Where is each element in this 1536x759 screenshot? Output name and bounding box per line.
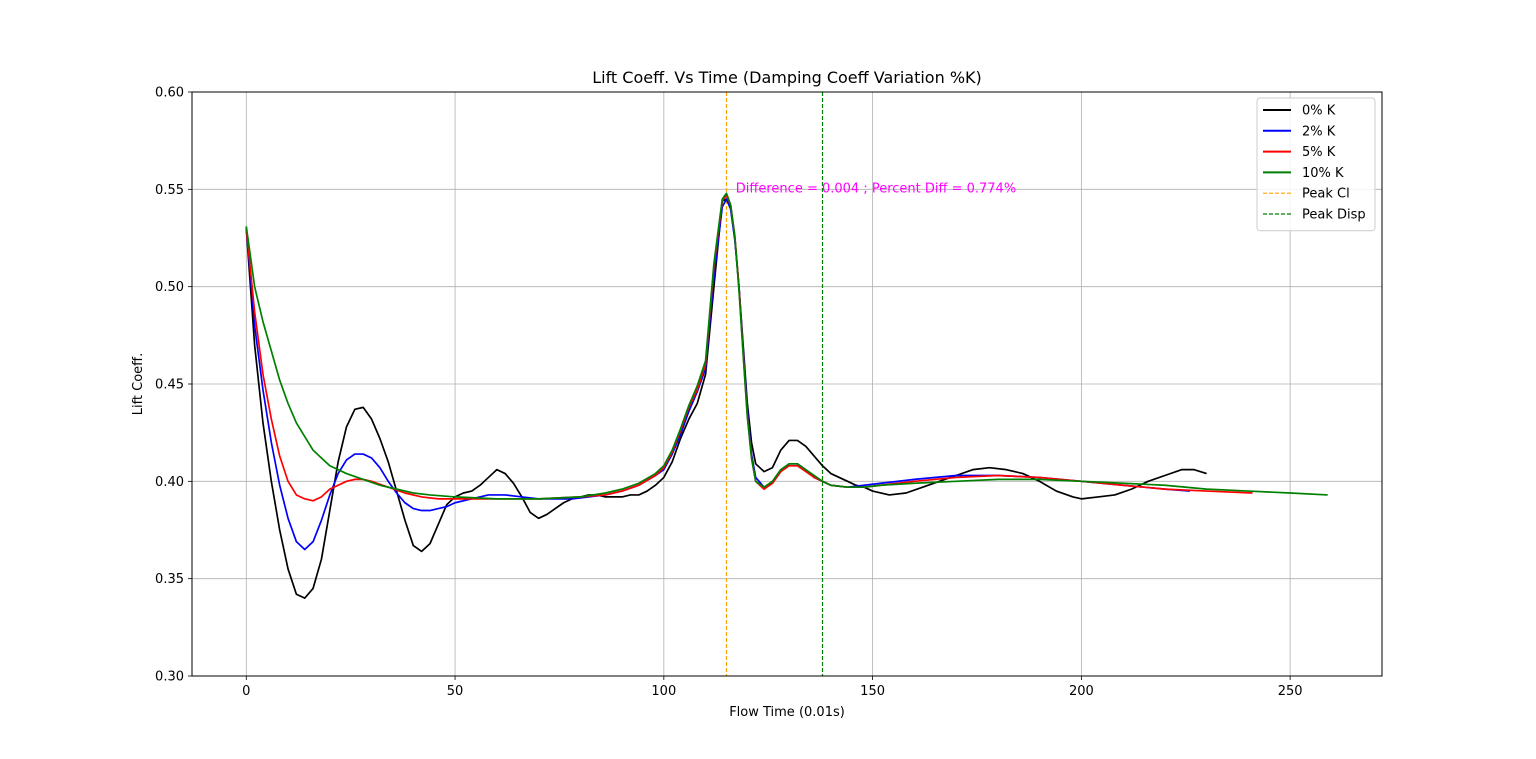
y-tick-label: 0.60 <box>155 86 184 101</box>
legend-label: 0% K <box>1302 104 1336 119</box>
series-line-0 <box>245 198 1207 599</box>
legend-label: Peak Disp <box>1302 208 1366 223</box>
legend-label: 2% K <box>1302 124 1336 139</box>
peak-difference-annotation: Difference = 0.004 ; Percent Diff = 0.77… <box>736 181 1016 196</box>
y-tick-label: 0.30 <box>155 670 184 685</box>
series-line-3 <box>245 192 1328 500</box>
reference-lines <box>725 92 824 676</box>
y-axis-label: Lift Coeff. <box>131 353 146 416</box>
legend-label: 10% K <box>1302 166 1344 181</box>
x-tick-label: 150 <box>860 684 885 699</box>
x-tick-label: 200 <box>1069 684 1094 699</box>
axis-ticks: 0 50 100 150 200 250 0.30 0.35 0.40 0.45 0.50 0.55 0… <box>155 86 1303 700</box>
legend-label: Peak Cl <box>1302 187 1350 202</box>
y-tick-label: 0.55 <box>155 183 184 198</box>
y-tick-label: 0.35 <box>155 572 184 587</box>
chart-title: Lift Coeff. Vs Time (Damping Coeff Varia… <box>592 68 982 87</box>
legend: 0% K 2% K 5% K 10% K Peak Cl Peak Disp <box>1256 97 1376 232</box>
y-tick-label: 0.50 <box>155 280 184 295</box>
x-tick-label: 250 <box>1278 684 1303 699</box>
x-tick-label: 50 <box>447 684 464 699</box>
x-tick-label: 100 <box>651 684 676 699</box>
series-lines <box>245 192 1328 599</box>
x-axis-label: Flow Time (0.01s) <box>729 705 845 720</box>
y-tick-label: 0.45 <box>155 378 184 393</box>
y-tick-label: 0.40 <box>155 475 184 490</box>
x-tick-label: 0 <box>242 684 250 699</box>
legend-label: 5% K <box>1302 145 1336 160</box>
